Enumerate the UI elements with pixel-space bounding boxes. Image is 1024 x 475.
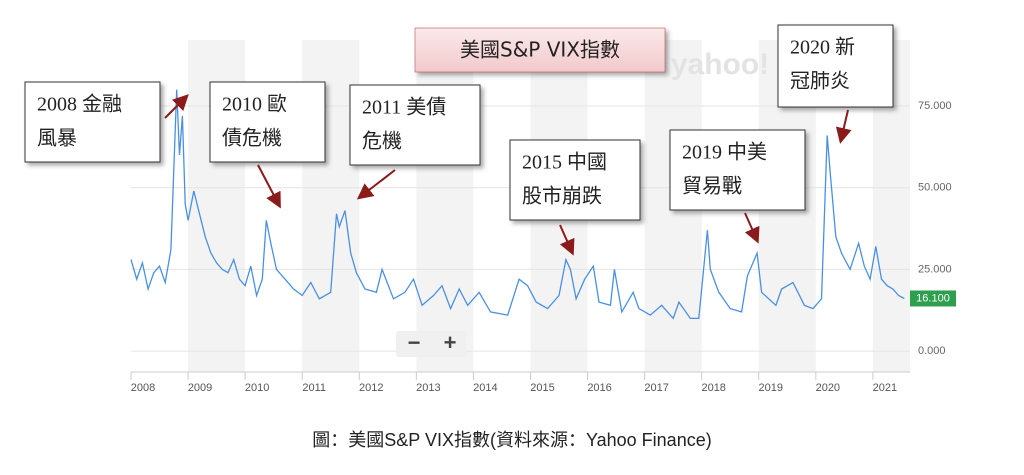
current-value-label: 16.100 <box>916 292 950 304</box>
x-tick-label: 2017 <box>644 382 668 394</box>
annotation-arrow <box>257 164 281 209</box>
x-tick-label: 2010 <box>245 382 269 394</box>
caption: 圖：美國S&P VIX指數(資料來源：Yahoo Finance) <box>312 430 711 450</box>
chart-title: 美國S&P VIX指數 <box>460 38 620 62</box>
annotation-box <box>209 81 326 163</box>
annotation-text: 貿易戰 <box>682 175 742 198</box>
x-tick-label: 2020 <box>816 382 840 394</box>
annotation-arrow <box>559 224 575 256</box>
x-tick-label: 2021 <box>873 382 897 394</box>
y-tick-label: 50.000 <box>918 182 952 194</box>
annotation-arrow <box>744 212 760 244</box>
annotation-box <box>24 81 161 163</box>
annotation-text: 危機 <box>362 130 402 153</box>
annotation-text: 2010 歐 <box>222 93 287 116</box>
y-tick-label: 75.000 <box>918 100 952 112</box>
annotation-arrow <box>164 94 189 119</box>
x-tick-label: 2018 <box>701 382 725 394</box>
annotation-text: 2020 新 <box>790 36 855 59</box>
x-tick-label: 2019 <box>759 382 783 394</box>
annotation-text: 股市崩跌 <box>522 185 602 208</box>
watermark: yahoo! <box>671 48 769 81</box>
zoom-button[interactable]: + <box>444 330 457 355</box>
x-tick-label: 2008 <box>131 382 155 394</box>
annotation-arrow <box>835 109 852 144</box>
x-tick-label: 2016 <box>587 382 611 394</box>
zoom-button[interactable]: − <box>408 330 421 355</box>
annotation-box <box>669 129 806 211</box>
annotation-box <box>509 139 641 221</box>
zoom-bar <box>396 331 466 357</box>
annotation-text: 2008 金融 <box>37 93 122 116</box>
annotation-box <box>777 24 894 108</box>
y-tick-label: 0.000 <box>918 345 946 357</box>
x-tick-label: 2012 <box>359 382 383 394</box>
annotation-text: 債危機 <box>222 127 282 150</box>
x-tick-label: 2014 <box>473 382 497 394</box>
y-tick-label: 25.000 <box>918 263 952 275</box>
annotation-text: 2011 美債 <box>362 96 446 119</box>
annotation-text: 2019 中美 <box>682 141 767 164</box>
title-box <box>414 27 666 73</box>
annotation-box <box>349 84 481 166</box>
annotation-text: 風暴 <box>37 128 77 150</box>
x-tick-label: 2015 <box>530 382 554 394</box>
x-tick-label: 2011 <box>302 382 326 394</box>
annotation-text: 冠肺炎 <box>790 71 850 93</box>
vix-line <box>130 89 905 320</box>
current-value-box <box>910 290 956 307</box>
annotation-text: 2015 中國 <box>522 151 607 174</box>
x-tick-label: 2013 <box>416 382 440 394</box>
annotation-arrow <box>356 169 396 200</box>
x-tick-label: 2009 <box>188 382 212 394</box>
